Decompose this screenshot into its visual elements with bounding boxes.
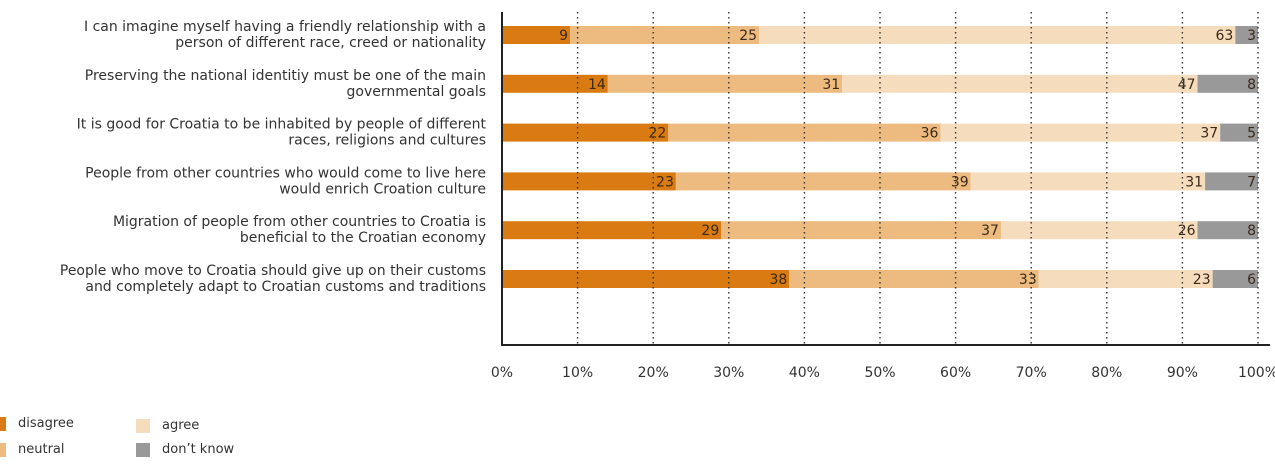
x-tick-label: 90% (1167, 365, 1198, 381)
legend-label-disagree: disagree (18, 416, 74, 431)
bar-segment-disagree (502, 74, 608, 93)
stacked-bar-chart: 9 25 63 3I can imagine myself having a frie… (60, 12, 1275, 381)
data-label: 33 (1019, 272, 1037, 288)
bar-segment-neutral (721, 221, 1001, 240)
x-tick-label: 30% (713, 365, 744, 381)
legend-item-agree: agree (136, 418, 199, 433)
x-tick-label: 80% (1091, 365, 1122, 381)
data-label: 31 (1185, 174, 1203, 190)
bar-segment-don-t-know (1212, 270, 1258, 288)
x-tick-label: 70% (1016, 365, 1047, 381)
data-label: 8 (1247, 223, 1256, 239)
data-label: 26 (1178, 223, 1196, 239)
data-label: 31 (822, 77, 840, 93)
data-label: 7 (1247, 174, 1256, 190)
legend-item-dont-know: don’t know (136, 442, 234, 457)
data-label: 14 (588, 77, 606, 93)
legend-item-disagree: disagree (0, 416, 74, 431)
data-label: 8 (1247, 77, 1256, 93)
x-tick-label: 10% (562, 365, 593, 381)
bar-segment-neutral (607, 74, 843, 93)
bar-segment-neutral (675, 172, 971, 191)
category-label: I can imagine myself having a friendly r… (84, 19, 486, 51)
category-label: Preserving the national identitiy must b… (85, 68, 486, 100)
data-label: 37 (981, 223, 999, 239)
legend-label-neutral: neutral (18, 442, 65, 457)
bar-segment-agree (940, 123, 1221, 142)
data-label: 25 (739, 28, 757, 44)
data-label: 38 (769, 272, 787, 288)
bar-segment-agree (842, 74, 1198, 93)
bar-segment-agree (759, 26, 1236, 44)
legend-item-neutral: neutral (0, 442, 65, 457)
legend-label-dont-know: don’t know (162, 442, 235, 457)
category-label: Migration of people from other countries… (113, 214, 486, 246)
data-label: 63 (1215, 28, 1233, 44)
bar-segment-don-t-know (1205, 172, 1258, 191)
legend-swatch-agree (136, 418, 150, 433)
bar-segment-neutral (789, 270, 1039, 288)
category-label: People who move to Croatia should give u… (60, 263, 486, 295)
bar-segment-disagree (502, 270, 790, 288)
data-label: 47 (1178, 77, 1196, 93)
data-label: 36 (921, 126, 939, 142)
bar-segment-disagree (502, 26, 571, 44)
bar-segment-don-t-know (1235, 26, 1258, 44)
x-tick-label: 0% (491, 365, 513, 381)
data-label: 6 (1247, 272, 1256, 288)
legend-swatch-disagree (0, 416, 6, 431)
data-label: 3 (1247, 28, 1256, 44)
data-label: 23 (656, 174, 674, 190)
bar-segment-don-t-know (1220, 123, 1258, 142)
x-tick-label: 60% (940, 365, 971, 381)
bar-segment-disagree (502, 172, 676, 191)
bar-segment-agree (1038, 270, 1213, 288)
x-tick-label: 40% (789, 365, 820, 381)
legend: disagree neutral agree don’t know (0, 414, 320, 470)
x-tick-label: 20% (638, 365, 669, 381)
bar-segment-agree (1000, 221, 1198, 240)
x-tick-label: 50% (864, 365, 895, 381)
data-label: 39 (951, 174, 969, 190)
bar-segment-don-t-know (1197, 221, 1258, 240)
data-label: 23 (1193, 272, 1211, 288)
legend-label-agree: agree (162, 418, 200, 433)
bar-segment-disagree (502, 123, 669, 142)
bar-segment-don-t-know (1197, 74, 1258, 93)
data-label: 29 (701, 223, 719, 239)
legend-swatch-neutral (0, 442, 6, 457)
data-label: 37 (1200, 126, 1218, 142)
legend-swatch-dont-know (136, 442, 150, 457)
category-label: People from other countries who would co… (85, 165, 486, 197)
bar-segment-neutral (570, 26, 760, 44)
category-label: It is good for Croatia to be inhabited b… (77, 117, 487, 149)
data-label: 22 (648, 126, 666, 142)
bar-segment-disagree (502, 221, 722, 240)
bar-segment-agree (970, 172, 1206, 191)
data-label: 9 (559, 28, 568, 44)
x-tick-label: 100% (1238, 365, 1275, 381)
data-label: 5 (1247, 126, 1256, 142)
